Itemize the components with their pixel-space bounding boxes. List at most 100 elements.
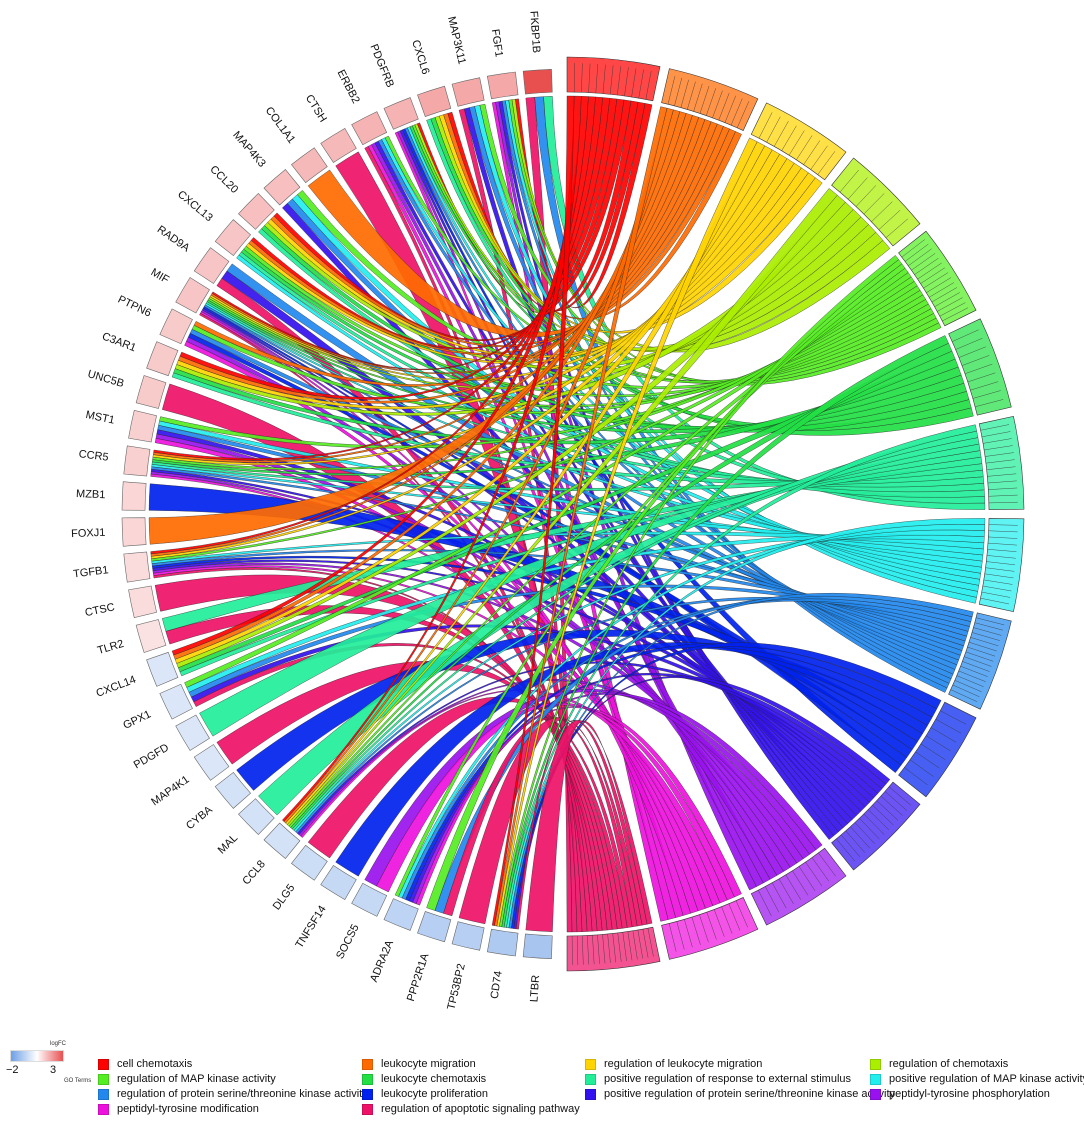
- gene-label-cd74: CD74: [489, 970, 505, 1000]
- legend-label: peptidyl-tyrosine modification: [117, 1103, 259, 1115]
- gene-box-mst1: [128, 409, 157, 443]
- term-arc-divider: [975, 617, 1005, 626]
- term-arc-divider: [965, 651, 994, 662]
- term-arc-divider: [871, 201, 893, 222]
- gene-box-layer: [121, 68, 553, 960]
- term-arc-divider: [811, 857, 830, 882]
- term-arc-divider: [904, 767, 928, 786]
- gene-box-mal: [238, 798, 275, 835]
- gene-box-dlg5: [290, 844, 328, 881]
- legend-swatch: [870, 1088, 881, 1100]
- gene-box-erbb2: [351, 111, 388, 146]
- gene-box-col1a1: [290, 147, 328, 184]
- term-arc-divider: [974, 622, 1003, 631]
- term-arc-divider: [847, 177, 868, 200]
- term-arc-divider: [810, 145, 828, 170]
- term-arc-divider: [985, 459, 1015, 464]
- gene-label-c3ar1: C3AR1: [100, 330, 137, 354]
- gene-box-ccr5: [123, 445, 151, 477]
- term-arc-divider: [714, 909, 725, 937]
- legend-item-cell-chemotaxis: cell chemotaxis: [98, 1057, 192, 1071]
- term-arc-divider: [901, 239, 925, 258]
- term-arc-divider: [699, 914, 709, 943]
- term-arc-divider: [930, 727, 957, 743]
- legend-label: positive regulation of MAP kinase activi…: [889, 1073, 1084, 1085]
- term-arc-divider: [587, 935, 589, 965]
- gene-label-cxcl6: CXCL6: [409, 39, 431, 76]
- ribbon-cd74-regulation-of-map-kinase-activity: [499, 255, 899, 928]
- term-arc-divider: [684, 919, 693, 948]
- term-arc-divider: [940, 710, 967, 725]
- term-arc-divider: [920, 267, 945, 284]
- gene-box-socs5: [351, 882, 388, 917]
- term-arc-divider: [632, 930, 638, 960]
- term-arc-divider: [691, 917, 701, 945]
- term-arc-divider: [952, 329, 979, 342]
- term-arc-divider: [986, 466, 1016, 470]
- gene-label-map4k1: MAP4K1: [149, 774, 191, 809]
- gene-label-tp53bp2: TP53BP2: [445, 963, 467, 1012]
- ribbon-ltbr-regulation-of-apoptotic-signaling-pathway: [525, 720, 653, 932]
- chord-diagram: FKBP1B FGF1 MAP3K11 CXCL6 PDGFRBERBB2CTSHCOL…: [71, 11, 1025, 1012]
- gene-label-dlg5: DLG5: [271, 882, 298, 912]
- gene-box-map3k11: [451, 77, 485, 107]
- term-arc-divider: [981, 431, 1011, 438]
- term-arc-divider: [973, 627, 1002, 636]
- term-arc-divider: [798, 866, 816, 891]
- term-arc-divider: [855, 185, 877, 207]
- term-arc-divider: [647, 928, 654, 957]
- term-arc-divider: [980, 424, 1010, 431]
- logfc-legend-title: logFC: [50, 1041, 67, 1047]
- term-arc-divider: [955, 338, 983, 350]
- term-arc-divider: [934, 292, 960, 307]
- term-arc-divider: [987, 473, 1017, 477]
- gene-label-cxcl13: CXCL13: [175, 188, 215, 224]
- term-arc-divider: [925, 735, 951, 752]
- term-arc-divider: [631, 68, 637, 98]
- term-arc-divider: [942, 307, 969, 322]
- term-arc-divider: [803, 140, 821, 165]
- term-arc-divider: [845, 830, 866, 853]
- term-arc-divider: [758, 112, 773, 139]
- gene-label-tnfsf14: TNFSF14: [293, 904, 328, 951]
- term-arc-divider: [964, 656, 992, 667]
- term-arc-divider: [958, 670, 986, 682]
- term-arc-divider: [986, 555, 1016, 559]
- gene-box-unc5b: [135, 375, 167, 409]
- ribbon-layer: [148, 95, 986, 933]
- term-arc-divider: [987, 549, 1017, 552]
- term-arc-divider: [972, 390, 1001, 399]
- term-arc-divider: [915, 751, 940, 769]
- term-arc-divider: [908, 248, 932, 266]
- legend-swatch: [870, 1058, 881, 1070]
- term-arc-divider: [926, 277, 952, 293]
- term-arc-divider: [878, 209, 901, 230]
- term-arc-divider: [981, 591, 1011, 598]
- legend-swatch: [98, 1088, 109, 1100]
- gene-label-mif: MIF: [149, 266, 172, 286]
- logfc-min-label: −2: [6, 1064, 19, 1076]
- term-arc-divider: [984, 573, 1014, 579]
- term-arc-divider: [706, 912, 717, 940]
- term-arc-divider: [668, 923, 677, 952]
- legend-item-leukocyte-chemotaxis: leukocyte chemotaxis: [362, 1072, 486, 1086]
- ribbon-cd74-regulation-of-protein-serine-threonine-kinase-activity: [508, 593, 974, 929]
- term-arc-peptidyl-tyrosine-modification: [661, 897, 759, 960]
- legend-item-leukocyte-proliferation: leukocyte proliferation: [362, 1087, 488, 1101]
- term-arc-divider: [796, 135, 813, 160]
- term-arc-divider: [987, 542, 1017, 546]
- term-arc-divider: [929, 282, 955, 298]
- gene-box-pdgfd: [175, 714, 210, 751]
- term-arc-divider: [988, 487, 1018, 490]
- term-arc-divider: [645, 70, 652, 100]
- legend-swatch: [585, 1058, 596, 1070]
- legend-label: peptidyl-tyrosine phosphorylation: [889, 1088, 1050, 1100]
- gene-box-map4k1: [193, 744, 230, 781]
- gene-label-mst1: MST1: [85, 409, 116, 427]
- gene-box-cxcl13: [214, 219, 251, 256]
- term-arc-divider: [954, 680, 982, 692]
- term-arc-divider: [792, 870, 809, 896]
- gene-box-c3ar1: [146, 341, 179, 377]
- term-arc-divider: [968, 642, 997, 652]
- term-arc-divider: [680, 79, 689, 108]
